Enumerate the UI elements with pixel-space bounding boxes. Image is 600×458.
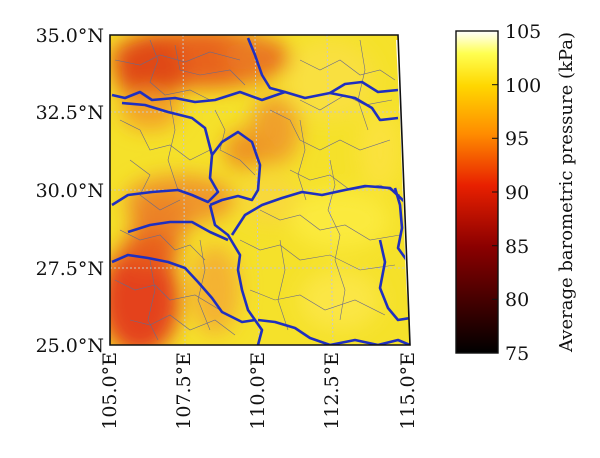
graticule (110, 35, 410, 345)
colorbar-tick-75: 75 (505, 343, 529, 365)
colorbar-tick-90: 90 (505, 182, 529, 204)
lon-label-115: 115.0°E (397, 352, 419, 430)
map-frame (109, 34, 411, 346)
colorbar-tick-85: 85 (505, 236, 529, 258)
lat-label-25: 25.0°N (36, 335, 104, 357)
lon-label-110: 110.0°E (247, 352, 269, 430)
lat-label-30: 30.0°N (36, 180, 104, 202)
longitude-labels: 105.0°E 107.5°E 110.0°E 112.5°E 115.0°E (99, 352, 419, 430)
lon-label-105: 105.0°E (99, 352, 121, 430)
lon-label-112-5: 112.5°E (321, 352, 343, 430)
colorbar-tick-95: 95 (505, 128, 529, 150)
colorbar: 105 100 95 90 85 80 75 Average barometri… (455, 21, 577, 365)
colorbar-gradient (455, 30, 499, 354)
colorbar-tick-80: 80 (505, 289, 529, 311)
latitude-labels: 35.0°N 32.5°N 30.0°N 27.5°N 25.0°N (36, 25, 104, 357)
province-borders (111, 37, 410, 345)
colorbar-ticks (492, 30, 498, 354)
colorbar-tick-100: 100 (505, 75, 541, 97)
lat-label-35: 35.0°N (36, 25, 104, 47)
colorbar-tick-105: 105 (505, 21, 541, 43)
lon-label-107-5: 107.5°E (173, 352, 195, 430)
pressure-field (110, 35, 410, 345)
lat-label-32-5: 32.5°N (36, 102, 104, 124)
colorbar-title: Average barometric pressure (kPa) (556, 32, 577, 353)
lat-label-27-5: 27.5°N (36, 258, 104, 280)
